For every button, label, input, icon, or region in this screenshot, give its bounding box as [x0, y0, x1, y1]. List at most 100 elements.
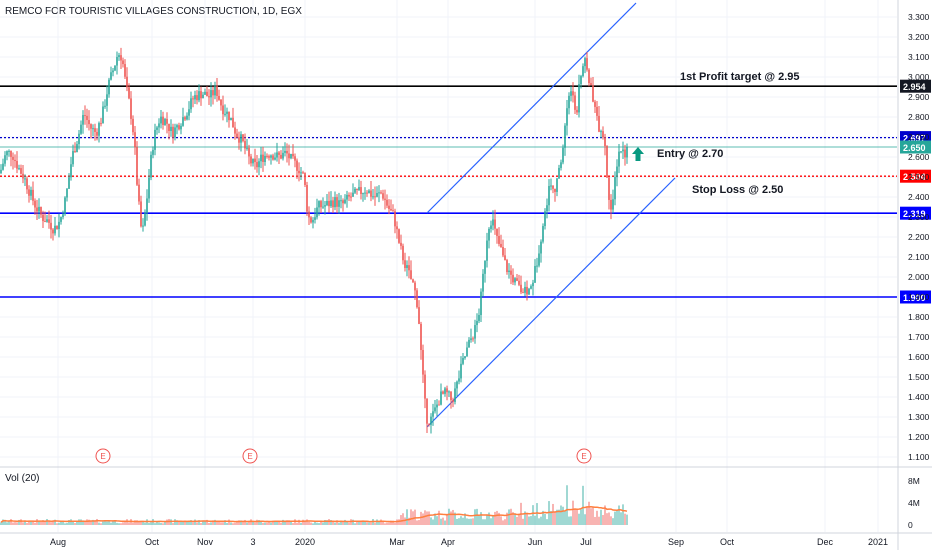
- candle-body: [346, 194, 348, 200]
- volume-bar: [232, 523, 234, 525]
- earnings-marker[interactable]: [242, 448, 258, 464]
- candle-body: [618, 151, 620, 167]
- volume-bar: [504, 519, 506, 525]
- volume-bar: [36, 519, 38, 525]
- volume-bar: [210, 522, 212, 525]
- volume-bar: [530, 516, 532, 525]
- volume-bar: [24, 520, 26, 525]
- candle-body: [546, 205, 548, 212]
- earnings-marker[interactable]: [95, 448, 111, 464]
- volume-bar: [410, 509, 412, 525]
- candle-body: [480, 291, 482, 316]
- candle-body: [374, 196, 376, 198]
- candle-body: [384, 198, 386, 200]
- volume-bar: [252, 521, 254, 525]
- volume-bar: [614, 511, 616, 525]
- price-channel[interactable]: [426, 2, 676, 428]
- candle-body: [560, 162, 562, 168]
- candle-body: [108, 79, 110, 95]
- price-badge-label: 2.650: [903, 143, 926, 153]
- price-tick-label: 2.700: [908, 132, 930, 142]
- volume-bar: [202, 521, 204, 525]
- candle-body: [558, 167, 560, 179]
- candle-body: [470, 338, 472, 340]
- candle-body: [18, 168, 20, 170]
- volume-bar: [570, 516, 572, 525]
- candle-body: [294, 156, 296, 161]
- volume-bar: [366, 522, 368, 525]
- candle-body: [408, 265, 410, 271]
- channel-upper-line[interactable]: [426, 2, 637, 214]
- volume-bar: [86, 519, 88, 525]
- volume-bar: [142, 521, 144, 525]
- volume-bar: [564, 511, 566, 525]
- volume-bar: [528, 516, 530, 525]
- volume-bar: [456, 518, 458, 525]
- time-axis[interactable]: Aug Oct Nov 3 2020 Mar Apr Jun Jul Sep Oct Dec 2021: [0, 532, 932, 547]
- entry-annotation[interactable]: Entry @ 2.70: [657, 148, 723, 160]
- candle-body: [184, 117, 186, 120]
- candle-body: [140, 201, 142, 227]
- candle-body: [406, 265, 408, 268]
- candle-body: [590, 83, 592, 86]
- volume-bar: [62, 522, 64, 525]
- profit-target-annotation[interactable]: 1st Profit target @ 2.95: [680, 71, 800, 83]
- volume-bar: [334, 522, 336, 525]
- chart-title: REMCO FOR TOURISTIC VILLAGES CONSTRUCTIO…: [5, 6, 302, 17]
- volume-bar: [308, 521, 310, 525]
- earnings-marker-label: E: [247, 452, 252, 461]
- volume-bar: [538, 518, 540, 525]
- volume-bar: [404, 517, 406, 525]
- candle-body: [416, 290, 418, 308]
- candle-body: [90, 124, 92, 129]
- volume-bar: [172, 523, 174, 525]
- candle-body: [236, 133, 238, 138]
- volume-bar: [164, 522, 166, 525]
- channel-lower-line[interactable]: [426, 177, 676, 428]
- volume-bar: [162, 523, 164, 525]
- candle-body: [502, 247, 504, 256]
- volume-bar: [12, 522, 14, 525]
- volume-bar: [46, 518, 48, 525]
- volume-bar: [542, 510, 544, 525]
- candle-body: [494, 219, 496, 229]
- volume-bar: [64, 523, 66, 525]
- volume-bar: [446, 513, 448, 525]
- volume-bar: [110, 522, 112, 525]
- candle-body: [286, 150, 288, 154]
- candle-body: [530, 286, 532, 289]
- volume-bar: [536, 503, 538, 525]
- volume-bar: [80, 519, 82, 525]
- volume-bar: [346, 521, 348, 525]
- volume-bar: [560, 505, 562, 525]
- candle-body: [364, 192, 366, 194]
- volume-bar: [238, 520, 240, 525]
- volume-bar: [562, 506, 564, 525]
- candle-body: [366, 192, 368, 194]
- volume-bar: [78, 519, 80, 525]
- volume-bar: [460, 516, 462, 525]
- candle-body: [460, 363, 462, 379]
- candle-body: [202, 94, 204, 99]
- stop-loss-annotation[interactable]: Stop Loss @ 2.50: [692, 184, 783, 196]
- volume-tick-label: 0: [908, 520, 913, 530]
- candle-body: [62, 214, 64, 218]
- volume-bar: [180, 521, 182, 525]
- candle-body: [474, 325, 476, 339]
- candle-body: [102, 106, 104, 124]
- candle-body: [6, 151, 8, 156]
- candle-body: [296, 160, 298, 171]
- volume-bar: [626, 514, 628, 525]
- candle-body: [622, 149, 624, 152]
- volume-bar: [16, 522, 18, 525]
- volume-bar: [582, 485, 584, 525]
- volume-bar: [402, 513, 404, 525]
- earnings-marker[interactable]: [576, 448, 592, 464]
- volume-bar: [174, 519, 176, 525]
- candle-body: [616, 166, 618, 178]
- candle-body: [448, 391, 450, 393]
- volume-bar: [440, 518, 442, 525]
